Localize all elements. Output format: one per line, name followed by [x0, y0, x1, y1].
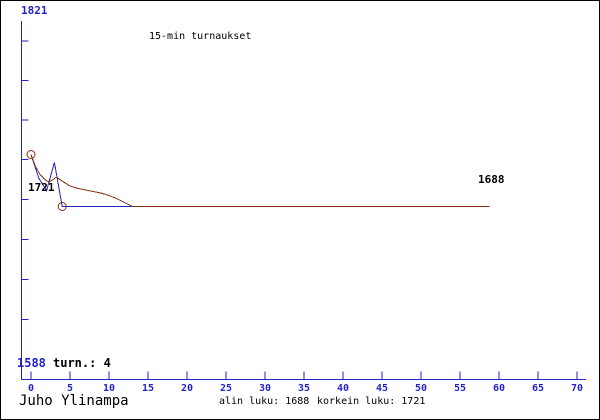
- series-rating: [30, 154, 490, 207]
- y-axis-max-label: 1821: [21, 4, 48, 17]
- start-rating-annotation: 1721: [28, 181, 55, 194]
- current-rating-annotation: 1688: [478, 173, 505, 186]
- min-rating-stat: alin luku: 1688: [219, 396, 310, 407]
- series-moving-average: [30, 154, 490, 207]
- data-point-marker: [57, 202, 67, 211]
- y-axis-min-label: 1588: [17, 356, 46, 370]
- chart-title: 15-min turnaukset: [149, 31, 252, 42]
- player-name: Juho Ylinampa: [19, 393, 129, 409]
- tournament-count-label: turn.: 4: [53, 356, 111, 370]
- max-rating-stat: korkein luku: 1721: [317, 396, 426, 407]
- data-point-marker: [26, 150, 36, 159]
